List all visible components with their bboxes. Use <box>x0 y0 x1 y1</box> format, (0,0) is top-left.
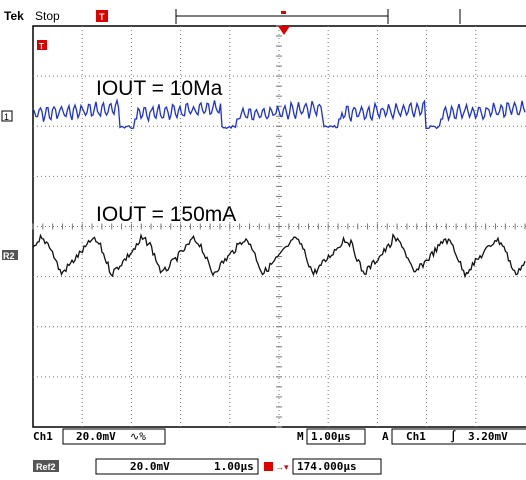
ch1-scale: 20.0mV <box>76 430 116 443</box>
ref2-badge <box>33 460 59 472</box>
series-ch1-label: IOUT = 10Ma <box>96 77 223 100</box>
trigger-level-marker <box>37 40 47 50</box>
brand-label: Tek <box>4 9 24 23</box>
trigger-point-arrow <box>278 26 290 35</box>
ch1-ground-marker <box>1 110 13 122</box>
trigger-source: Ch1 <box>406 430 426 443</box>
timebase-box <box>306 428 366 445</box>
ref2-position-box <box>292 458 382 475</box>
series-ref2-trace <box>32 232 526 279</box>
trigger-level-marker-label: T <box>39 42 44 51</box>
ref2-ground-marker <box>2 250 18 260</box>
trigger-position-marker-label: T <box>99 12 105 22</box>
ref2-info-box <box>95 458 259 475</box>
timebase-prefix: M <box>297 430 304 443</box>
trigger-level: 3.20mV <box>468 430 508 443</box>
ref2-scale: 20.0mV <box>130 460 170 473</box>
record-window-trigger-dot <box>281 11 286 14</box>
series-ref2-label: IOUT = 150mA <box>96 203 236 226</box>
ch1-coupling: ∿% <box>130 430 146 443</box>
ch1-label: Ch1 <box>33 430 53 443</box>
run-state-label: Stop <box>35 9 60 23</box>
series-ch1-trace <box>32 97 526 130</box>
ref2-ground-marker-label: R2 <box>3 251 15 261</box>
ch1-ground-marker-label: 1 <box>4 112 9 122</box>
ref2-badge-label: Ref2 <box>36 462 56 472</box>
ref2-trigger-icon <box>264 462 273 471</box>
ch1-scale-box <box>62 428 166 445</box>
timebase-value: 1.00µs <box>311 430 351 443</box>
trigger-box <box>391 428 526 445</box>
trigger-prefix: A <box>382 430 389 443</box>
trigger-slope: ∫ <box>450 430 457 443</box>
trigger-position-marker <box>96 10 108 22</box>
ref2-arrow-icon: →▾ <box>275 462 289 472</box>
ref2-position: 174.000µs <box>297 460 357 473</box>
ref2-timebase: 1.00µs <box>214 460 254 473</box>
